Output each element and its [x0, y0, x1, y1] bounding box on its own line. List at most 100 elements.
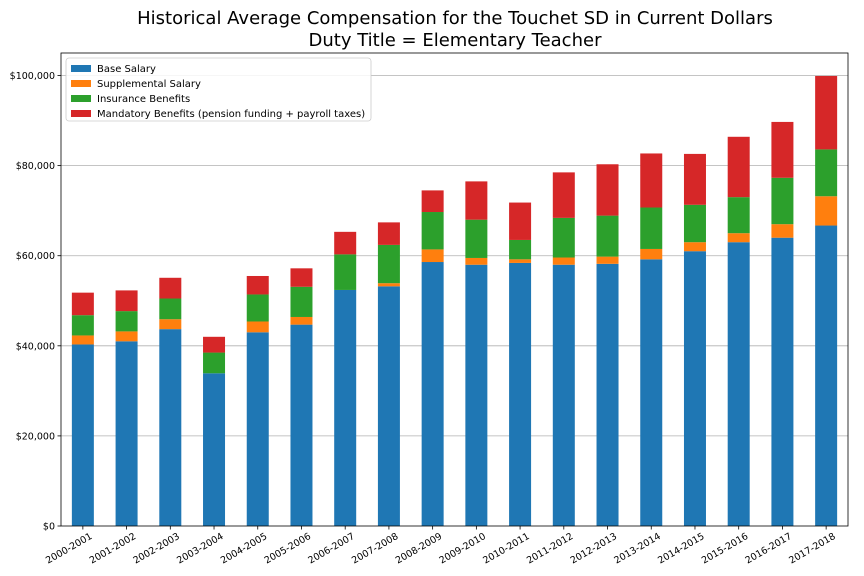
x-tick-label: 2014-2015	[656, 531, 706, 566]
bar-segment	[334, 254, 357, 290]
x-tick-label: 2002-2003	[131, 531, 181, 566]
bar-segment	[509, 262, 532, 526]
bar-segment	[159, 277, 182, 299]
x-tick-label: 2009-2010	[438, 531, 488, 566]
bar-segment	[815, 196, 838, 226]
bar-segment	[815, 225, 838, 526]
x-tick-label: 2000-2001	[44, 531, 94, 566]
x-tick-label: 2001-2002	[88, 531, 138, 566]
y-tick-label: $100,000	[10, 71, 55, 82]
bar-segment	[115, 331, 138, 342]
legend-label: Base Salary	[97, 64, 156, 75]
legend-swatch	[71, 110, 91, 117]
bar-segment	[246, 321, 269, 333]
bar-segment	[640, 153, 663, 208]
bar-segment	[159, 298, 182, 320]
bar-segment	[465, 181, 488, 220]
x-tick-label: 2006-2007	[306, 531, 356, 566]
bar-segment	[727, 136, 750, 198]
x-tick-label: 2008-2009	[394, 531, 444, 566]
x-tick-label: 2015-2016	[700, 531, 750, 566]
x-tick-label: 2010-2011	[481, 531, 531, 566]
bars	[71, 75, 838, 526]
bar-segment	[246, 332, 269, 526]
x-tick-label: 2011-2012	[525, 531, 575, 566]
x-tick-label: 2013-2014	[612, 531, 662, 566]
bar-segment	[159, 319, 182, 330]
bar-segment	[290, 324, 313, 526]
bar-segment	[203, 336, 226, 353]
bar-segment	[640, 207, 663, 249]
legend-swatch	[71, 65, 91, 72]
bar-segment	[683, 153, 706, 205]
bar-segment	[552, 264, 575, 526]
bar-segment	[596, 215, 619, 257]
chart-title: Historical Average Compensation for the …	[137, 8, 773, 29]
y-tick-label: $40,000	[16, 341, 55, 352]
bar-segment	[509, 259, 532, 263]
bar-segment	[771, 177, 794, 225]
bar-segment	[290, 286, 313, 317]
bar-segment	[290, 268, 313, 287]
bar-segment	[421, 212, 444, 250]
bar-segment	[771, 237, 794, 526]
bar-segment	[509, 239, 532, 260]
bar-segment	[377, 283, 400, 287]
bar-segment	[334, 231, 357, 255]
legend-label: Insurance Benefits	[97, 94, 190, 105]
y-tick-label: $0	[43, 522, 55, 533]
bar-segment	[377, 244, 400, 284]
legend-label: Mandatory Benefits (pension funding + pa…	[97, 109, 365, 120]
plot-frame	[60, 52, 849, 527]
legend: Base Salary Supplemental Salary Insurance …	[65, 57, 372, 122]
bar-segment	[246, 275, 269, 295]
x-tick-label: 2003-2004	[175, 531, 225, 566]
bar-segment	[71, 315, 94, 336]
bar-segment	[203, 352, 226, 374]
bar-segment	[71, 335, 94, 345]
bar-segment	[552, 172, 575, 218]
bar-segment	[727, 233, 750, 243]
x-tick-label: 2007-2008	[350, 531, 400, 566]
bar-segment	[246, 294, 269, 322]
bar-segment	[771, 224, 794, 238]
bar-segment	[421, 262, 444, 526]
x-tick-label: 2004-2005	[219, 531, 269, 566]
legend-swatch	[71, 80, 91, 87]
bar-segment	[290, 316, 313, 325]
bar-segment	[683, 242, 706, 252]
x-tick-label: 2016-2017	[744, 531, 794, 566]
bar-segment	[421, 190, 444, 213]
bar-segment	[640, 248, 663, 260]
chart-subtitle: Duty Title = Elementary Teacher	[309, 30, 603, 51]
x-tick-label: 2005-2006	[263, 531, 313, 566]
bar-segment	[771, 121, 794, 178]
x-tick-label: 2017-2018	[787, 531, 837, 566]
bar-segment	[815, 149, 838, 197]
bar-segment	[377, 222, 400, 245]
y-tick-label: $20,000	[16, 431, 55, 442]
bar-segment	[509, 202, 532, 240]
bar-segment	[465, 257, 488, 265]
legend-label: Supplemental Salary	[97, 79, 201, 90]
bar-segment	[334, 289, 357, 526]
bar-segment	[71, 292, 94, 316]
x-tick-label: 2012-2013	[569, 531, 619, 566]
bar-segment	[465, 219, 488, 258]
bar-segment	[421, 249, 444, 263]
bar-segment	[727, 197, 750, 234]
bar-segment	[159, 329, 182, 526]
bar-segment	[815, 75, 838, 150]
bar-segment	[596, 164, 619, 216]
bar-segment	[596, 263, 619, 526]
bar-segment	[552, 217, 575, 258]
y-tick-label: $60,000	[16, 251, 55, 262]
bar-segment	[683, 204, 706, 243]
bar-segment	[203, 373, 226, 526]
legend-swatch	[71, 95, 91, 102]
bar-segment	[115, 290, 138, 312]
bar-segment	[552, 257, 575, 265]
bar-segment	[640, 259, 663, 526]
